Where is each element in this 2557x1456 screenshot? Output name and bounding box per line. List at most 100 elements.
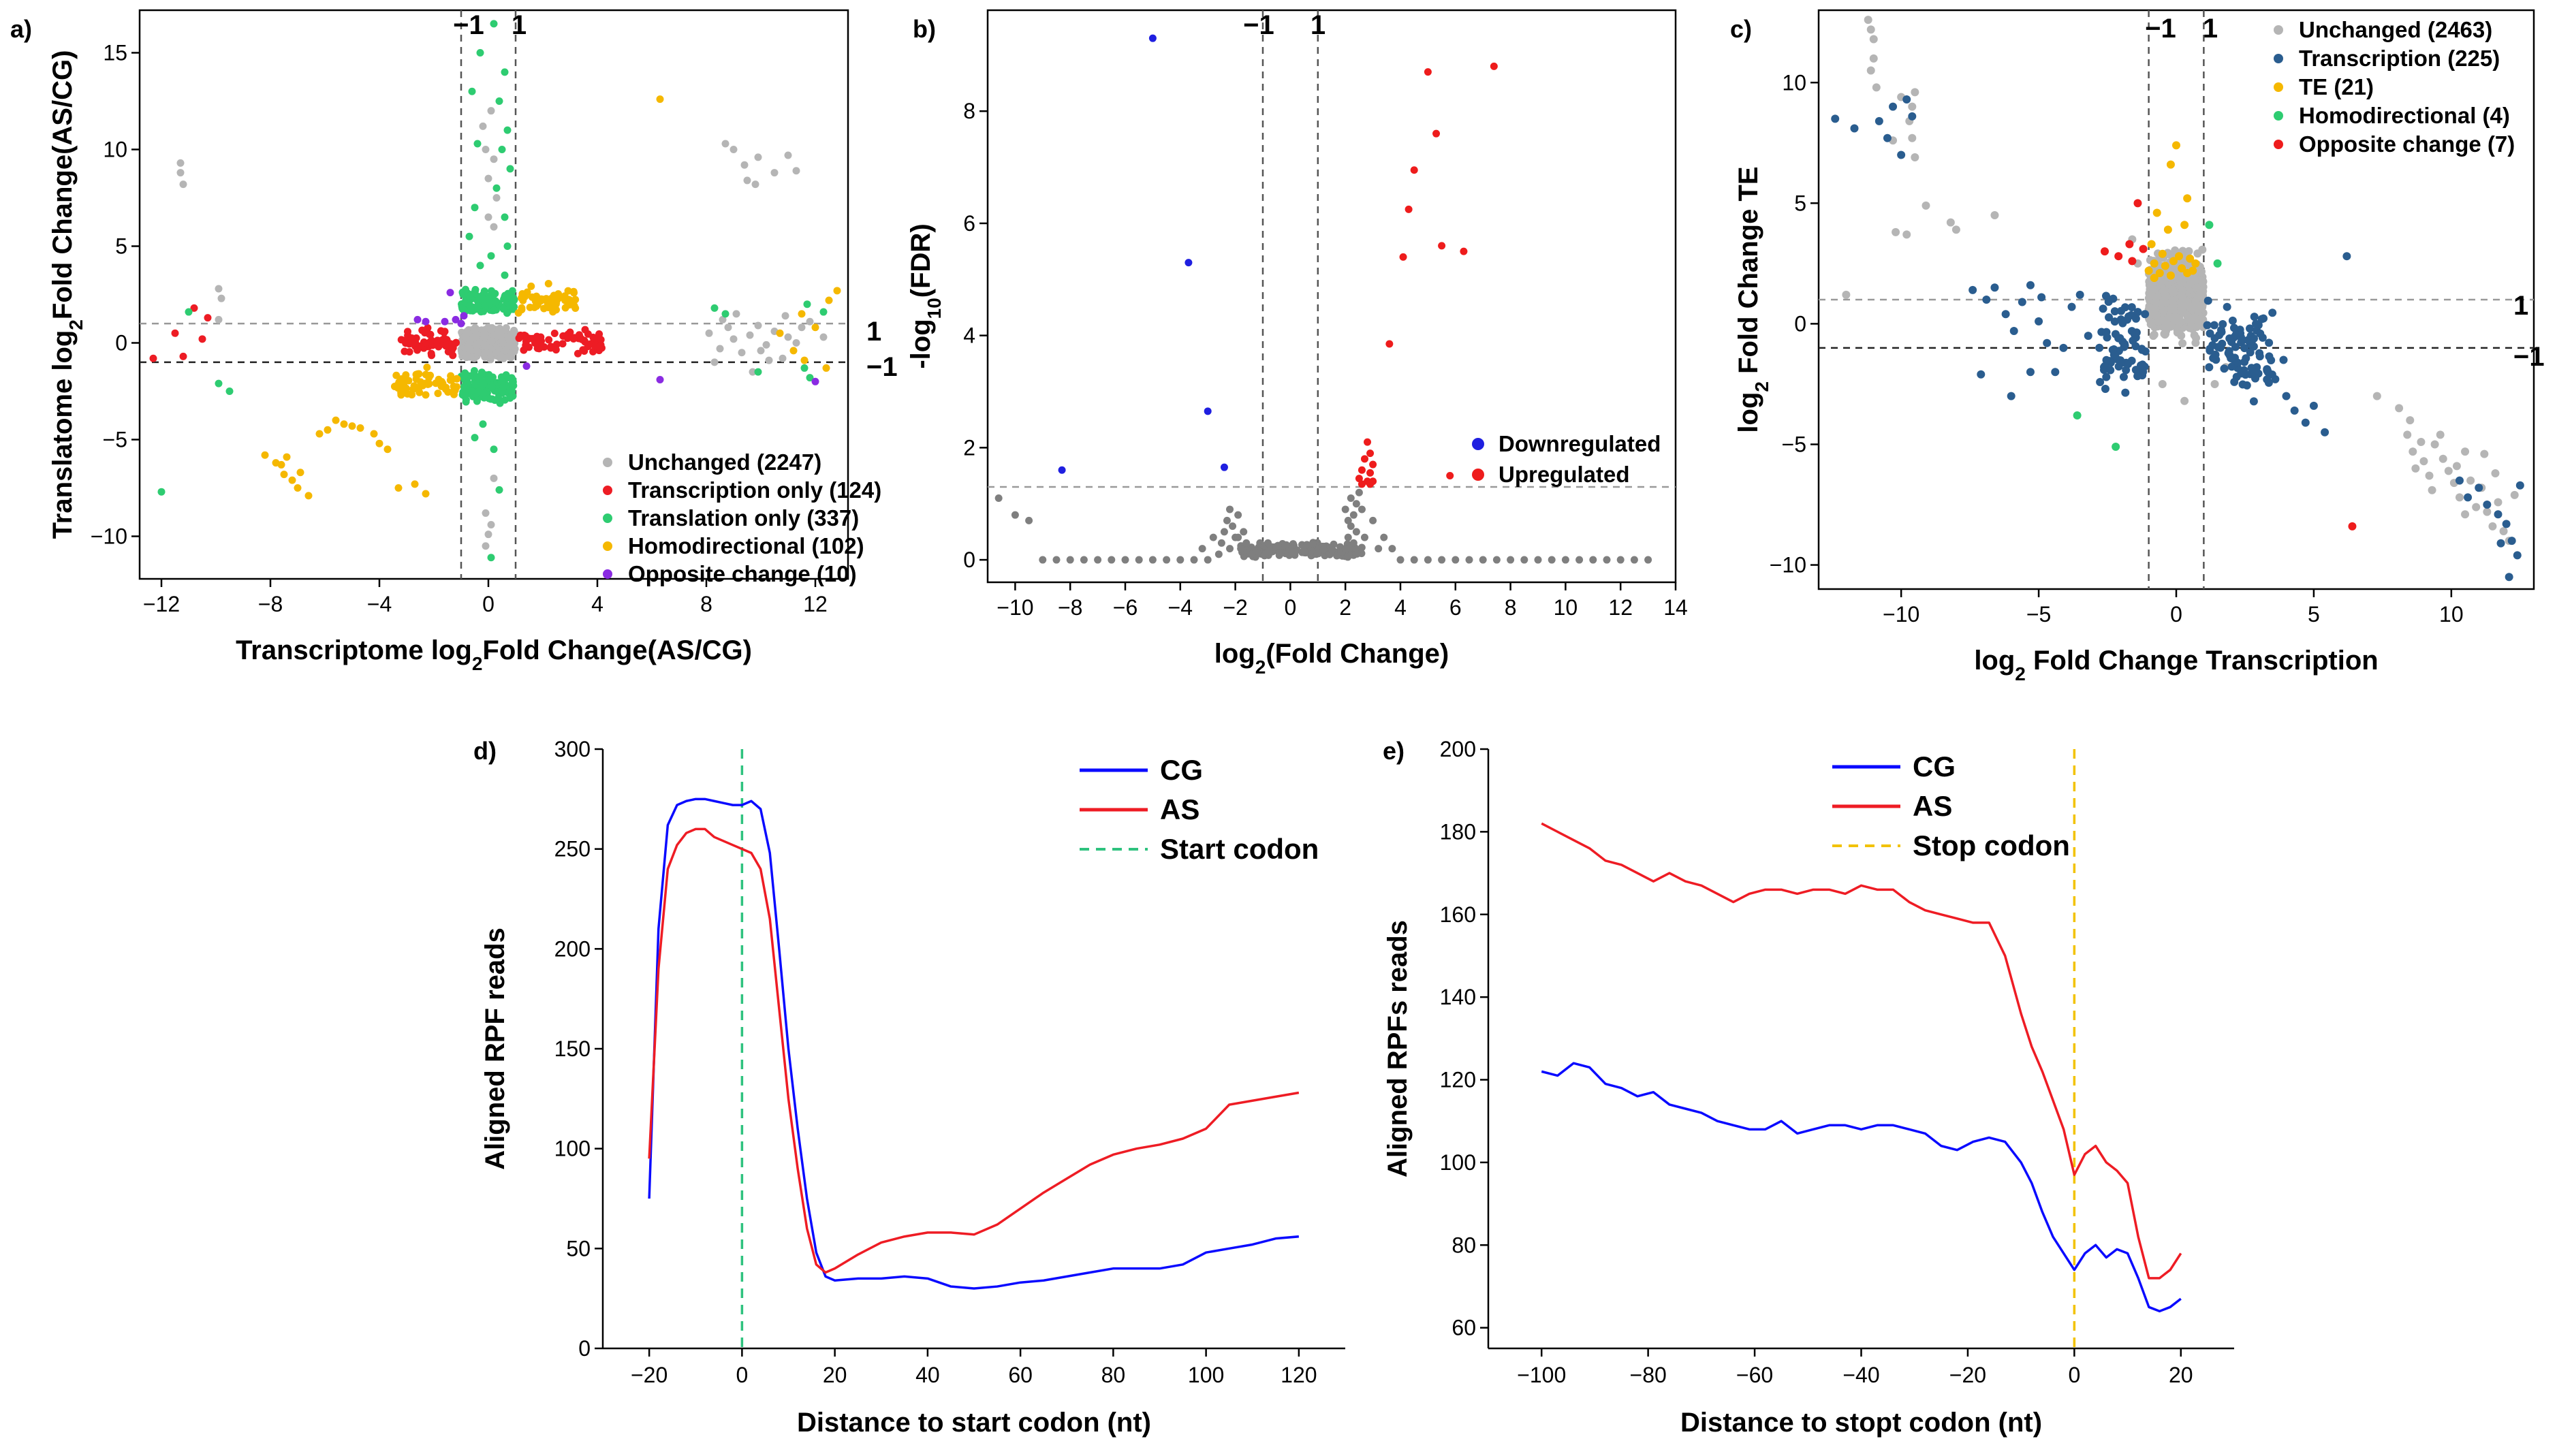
data-point <box>2233 358 2242 367</box>
data-point <box>2152 298 2161 306</box>
data-point <box>2494 510 2503 519</box>
data-point <box>547 343 555 351</box>
data-point <box>437 382 445 390</box>
data-point <box>2268 308 2277 317</box>
data-point <box>2208 341 2217 350</box>
plot-frame <box>138 9 849 580</box>
panel-label-c: c) <box>1730 15 1752 43</box>
x-tick-label: 80 <box>1101 1363 1126 1387</box>
data-point <box>544 280 552 288</box>
data-point <box>2067 302 2076 311</box>
data-point <box>499 383 507 391</box>
data-point <box>2279 355 2288 364</box>
data-point <box>1644 556 1652 564</box>
data-point <box>806 317 814 326</box>
data-point <box>1366 449 1375 458</box>
data-point <box>473 140 482 148</box>
data-point <box>798 323 806 332</box>
data-point <box>2102 373 2111 381</box>
data-point <box>1589 556 1597 564</box>
reference-line-label: −1 <box>2513 342 2545 372</box>
data-point <box>1405 205 1413 213</box>
data-point <box>2210 321 2218 330</box>
data-point <box>2073 411 2082 420</box>
data-point <box>1424 556 1432 564</box>
data-point <box>2157 276 2166 285</box>
data-point <box>2161 262 2169 270</box>
data-point <box>776 329 784 337</box>
data-point <box>2282 392 2291 400</box>
data-point <box>1349 539 1358 547</box>
data-point <box>1176 556 1185 564</box>
y-tick-label: 10 <box>103 137 127 161</box>
data-point <box>2131 314 2140 323</box>
data-point <box>1951 225 1960 234</box>
data-point <box>1355 475 1363 483</box>
data-point <box>822 364 830 372</box>
data-point <box>2151 306 2160 315</box>
x-tick-label: 4 <box>591 592 603 616</box>
data-point <box>296 469 304 477</box>
data-point <box>2176 319 2184 328</box>
data-point <box>792 339 800 347</box>
data-point <box>492 184 501 192</box>
data-point <box>1360 455 1368 463</box>
data-point <box>508 387 516 395</box>
data-point <box>716 345 724 353</box>
data-point <box>2174 274 2183 283</box>
data-point <box>581 326 589 334</box>
data-point <box>2133 199 2142 208</box>
data-point <box>2096 378 2105 387</box>
data-point <box>413 315 422 323</box>
data-point <box>552 341 561 349</box>
data-point <box>288 476 296 484</box>
y-tick-label: 100 <box>1440 1150 1476 1175</box>
legend-marker <box>603 513 612 523</box>
data-point <box>2152 208 2161 217</box>
data-point <box>452 383 460 391</box>
data-point <box>427 336 435 345</box>
data-point <box>434 390 442 398</box>
x-tick-label: 60 <box>1008 1363 1033 1387</box>
y-axis-label: Translatome log2Fold Change(AS/CG) <box>48 50 87 539</box>
data-point <box>2216 326 2225 334</box>
data-point <box>484 531 492 539</box>
data-point <box>522 362 531 370</box>
data-point <box>464 343 472 351</box>
data-point <box>185 308 193 316</box>
data-point <box>2452 462 2461 471</box>
data-point <box>2026 368 2035 377</box>
data-point <box>447 372 455 380</box>
data-point <box>2127 303 2136 312</box>
data-point <box>2263 368 2272 377</box>
x-tick-label: −100 <box>1517 1363 1566 1387</box>
y-tick-label: 0 <box>963 548 975 572</box>
data-point <box>1344 516 1352 524</box>
legend-marker <box>603 569 612 579</box>
reference-line-label: 1 <box>2513 291 2528 321</box>
data-point <box>2249 397 2258 406</box>
data-point <box>732 310 740 318</box>
data-point <box>1902 95 1911 104</box>
data-point <box>1921 201 1930 210</box>
y-tick-label: 80 <box>1452 1233 1476 1257</box>
data-point <box>473 373 482 381</box>
data-point <box>574 349 582 358</box>
data-point <box>277 460 285 469</box>
data-point <box>1369 516 1377 524</box>
data-point <box>398 388 407 396</box>
x-tick-label: −2 <box>1223 595 1247 620</box>
data-point <box>811 377 819 385</box>
data-point <box>1465 556 1473 564</box>
data-point <box>2166 271 2175 280</box>
data-point <box>2494 498 2503 507</box>
data-point <box>2109 294 2118 303</box>
x-tick-label: 20 <box>2169 1363 2193 1387</box>
legend-marker <box>2274 25 2283 35</box>
data-point <box>501 68 509 76</box>
data-point <box>2483 501 2492 509</box>
data-point <box>580 336 589 345</box>
data-point <box>499 339 507 347</box>
data-point <box>492 298 500 306</box>
data-point <box>1874 116 1883 125</box>
